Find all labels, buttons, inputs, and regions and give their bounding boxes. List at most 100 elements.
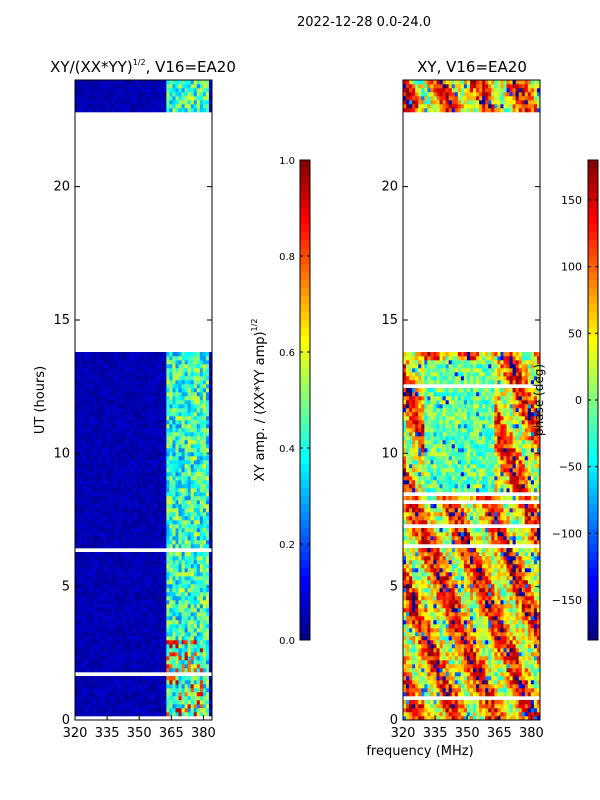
heatmap-cell: [148, 556, 152, 561]
heatmap-cell: [187, 428, 192, 433]
heatmap-cell: [108, 540, 112, 545]
heatmap-cell: [87, 568, 91, 573]
heatmap-cell: [184, 396, 189, 401]
heatmap-cell: [175, 528, 179, 533]
heatmap-cell: [111, 712, 115, 717]
heatmap-cell: [488, 708, 492, 713]
heatmap-cell: [178, 508, 182, 513]
heatmap-cell: [151, 560, 155, 565]
heatmap-cell: [178, 472, 182, 477]
heatmap-cell: [102, 408, 106, 413]
heatmap-cell: [141, 592, 146, 597]
heatmap-cell: [208, 436, 213, 441]
heatmap-cell: [93, 504, 97, 509]
heatmap-cell: [148, 528, 152, 533]
heatmap-cell: [132, 536, 137, 541]
heatmap-cell: [166, 360, 170, 365]
heatmap-cell: [108, 708, 112, 713]
heatmap-cell: [93, 360, 97, 365]
heatmap-cell: [157, 408, 161, 413]
heatmap-cell: [166, 500, 170, 505]
heatmap-cell: [190, 524, 195, 529]
heatmap-cell: [93, 704, 97, 709]
heatmap-cell: [120, 648, 125, 653]
heatmap-cell: [190, 564, 195, 569]
heatmap-cell: [78, 428, 82, 433]
heatmap-cell: [208, 432, 213, 437]
heatmap-cell: [123, 520, 128, 525]
heatmap-cell: [145, 440, 149, 445]
heatmap-cell: [81, 500, 85, 505]
heatmap-cell: [120, 404, 125, 409]
heatmap-cell: [199, 352, 204, 357]
heatmap-cell: [175, 572, 179, 577]
heatmap-cell: [81, 540, 85, 545]
heatmap-cell: [418, 692, 422, 697]
heatmap-cell: [81, 600, 85, 605]
heatmap-cell: [184, 384, 189, 389]
heatmap-cell: [78, 416, 82, 421]
heatmap-cell: [199, 436, 204, 441]
heatmap-cell: [117, 644, 122, 649]
heatmap-cell: [105, 404, 109, 409]
heatmap-cell: [117, 632, 122, 637]
heatmap-cell: [205, 676, 210, 681]
heatmap-cell: [184, 500, 189, 505]
heatmap-cell: [129, 384, 134, 389]
heatmap-cell: [172, 524, 176, 529]
heatmap-cell: [187, 444, 192, 449]
heatmap-cell: [75, 384, 79, 389]
heatmap-cell: [96, 528, 100, 533]
heatmap-cell: [102, 536, 106, 541]
heatmap-cell: [205, 492, 210, 497]
heatmap-cell: [135, 504, 140, 509]
heatmap-cell: [84, 96, 88, 101]
heatmap-cell: [93, 352, 97, 357]
heatmap-cell: [96, 664, 100, 669]
heatmap-cell: [135, 620, 140, 625]
heatmap-cell: [208, 456, 213, 461]
heatmap-cell: [166, 604, 170, 609]
colorbar-segment: [300, 512, 310, 521]
heatmap-cell: [123, 608, 128, 613]
heatmap-cell: [75, 524, 79, 529]
heatmap-cell: [132, 580, 137, 585]
heatmap-cell: [87, 588, 91, 593]
heatmap-cell: [138, 692, 143, 697]
heatmap-cell: [81, 444, 85, 449]
heatmap-cell: [178, 416, 182, 421]
heatmap-cell: [84, 544, 88, 549]
heatmap-cell: [172, 84, 176, 89]
heatmap-cell: [141, 84, 146, 89]
heatmap-cell: [145, 620, 149, 625]
amplitude-colorbar-frame: [299, 159, 311, 641]
heatmap-cell: [187, 468, 192, 473]
heatmap-cell: [187, 460, 192, 465]
heatmap-cell: [123, 424, 128, 429]
heatmap-cell: [135, 500, 140, 505]
heatmap-cell: [102, 360, 106, 365]
heatmap-cell: [163, 556, 167, 561]
heatmap-cell: [96, 392, 100, 397]
heatmap-cell: [190, 668, 195, 673]
heatmap-cell: [476, 688, 480, 693]
heatmap-cell: [135, 108, 140, 113]
heatmap-cell: [160, 676, 164, 681]
heatmap-cell: [166, 608, 170, 613]
heatmap-cell: [473, 716, 477, 721]
heatmap-cell: [460, 688, 465, 693]
heatmap-cell: [87, 396, 91, 401]
heatmap-cell: [184, 512, 189, 517]
heatmap-cell: [132, 404, 137, 409]
heatmap-cell: [154, 496, 158, 501]
heatmap-cell: [96, 552, 100, 557]
heatmap-cell: [403, 688, 407, 693]
heatmap-cell: [117, 608, 122, 613]
heatmap-cell: [96, 380, 100, 385]
heatmap-cell: [108, 664, 112, 669]
heatmap-cell: [421, 708, 425, 713]
heatmap-cell: [163, 524, 167, 529]
heatmap-cell: [108, 472, 112, 477]
heatmap-cell: [497, 676, 501, 681]
heatmap-cell: [169, 692, 173, 697]
